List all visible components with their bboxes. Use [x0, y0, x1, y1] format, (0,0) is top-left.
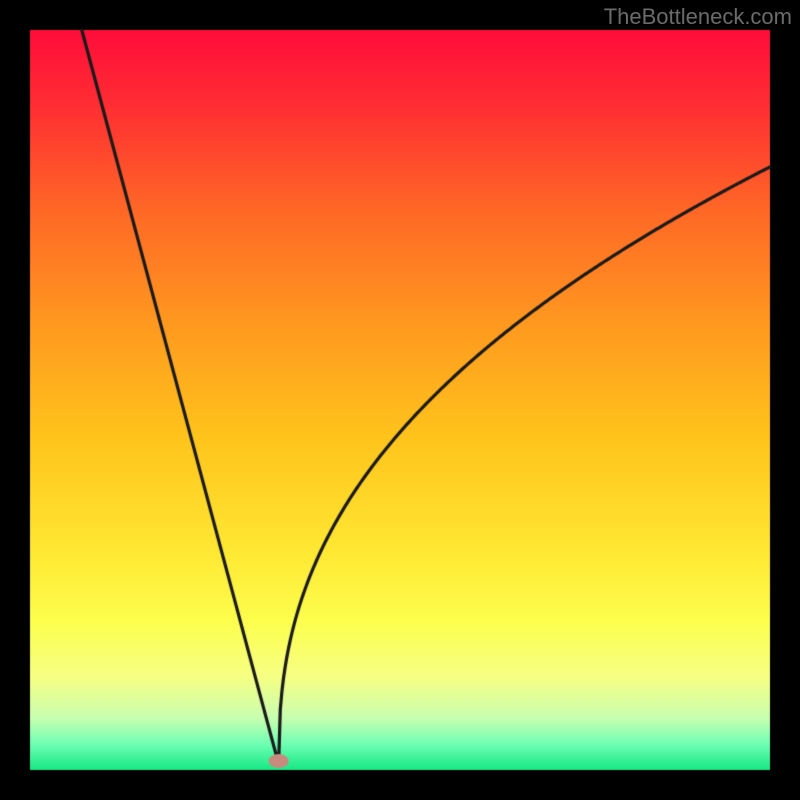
- chart-container: TheBottleneck.com: [0, 0, 800, 800]
- bottleneck-curve-chart: [0, 0, 800, 800]
- source-watermark: TheBottleneck.com: [604, 4, 792, 30]
